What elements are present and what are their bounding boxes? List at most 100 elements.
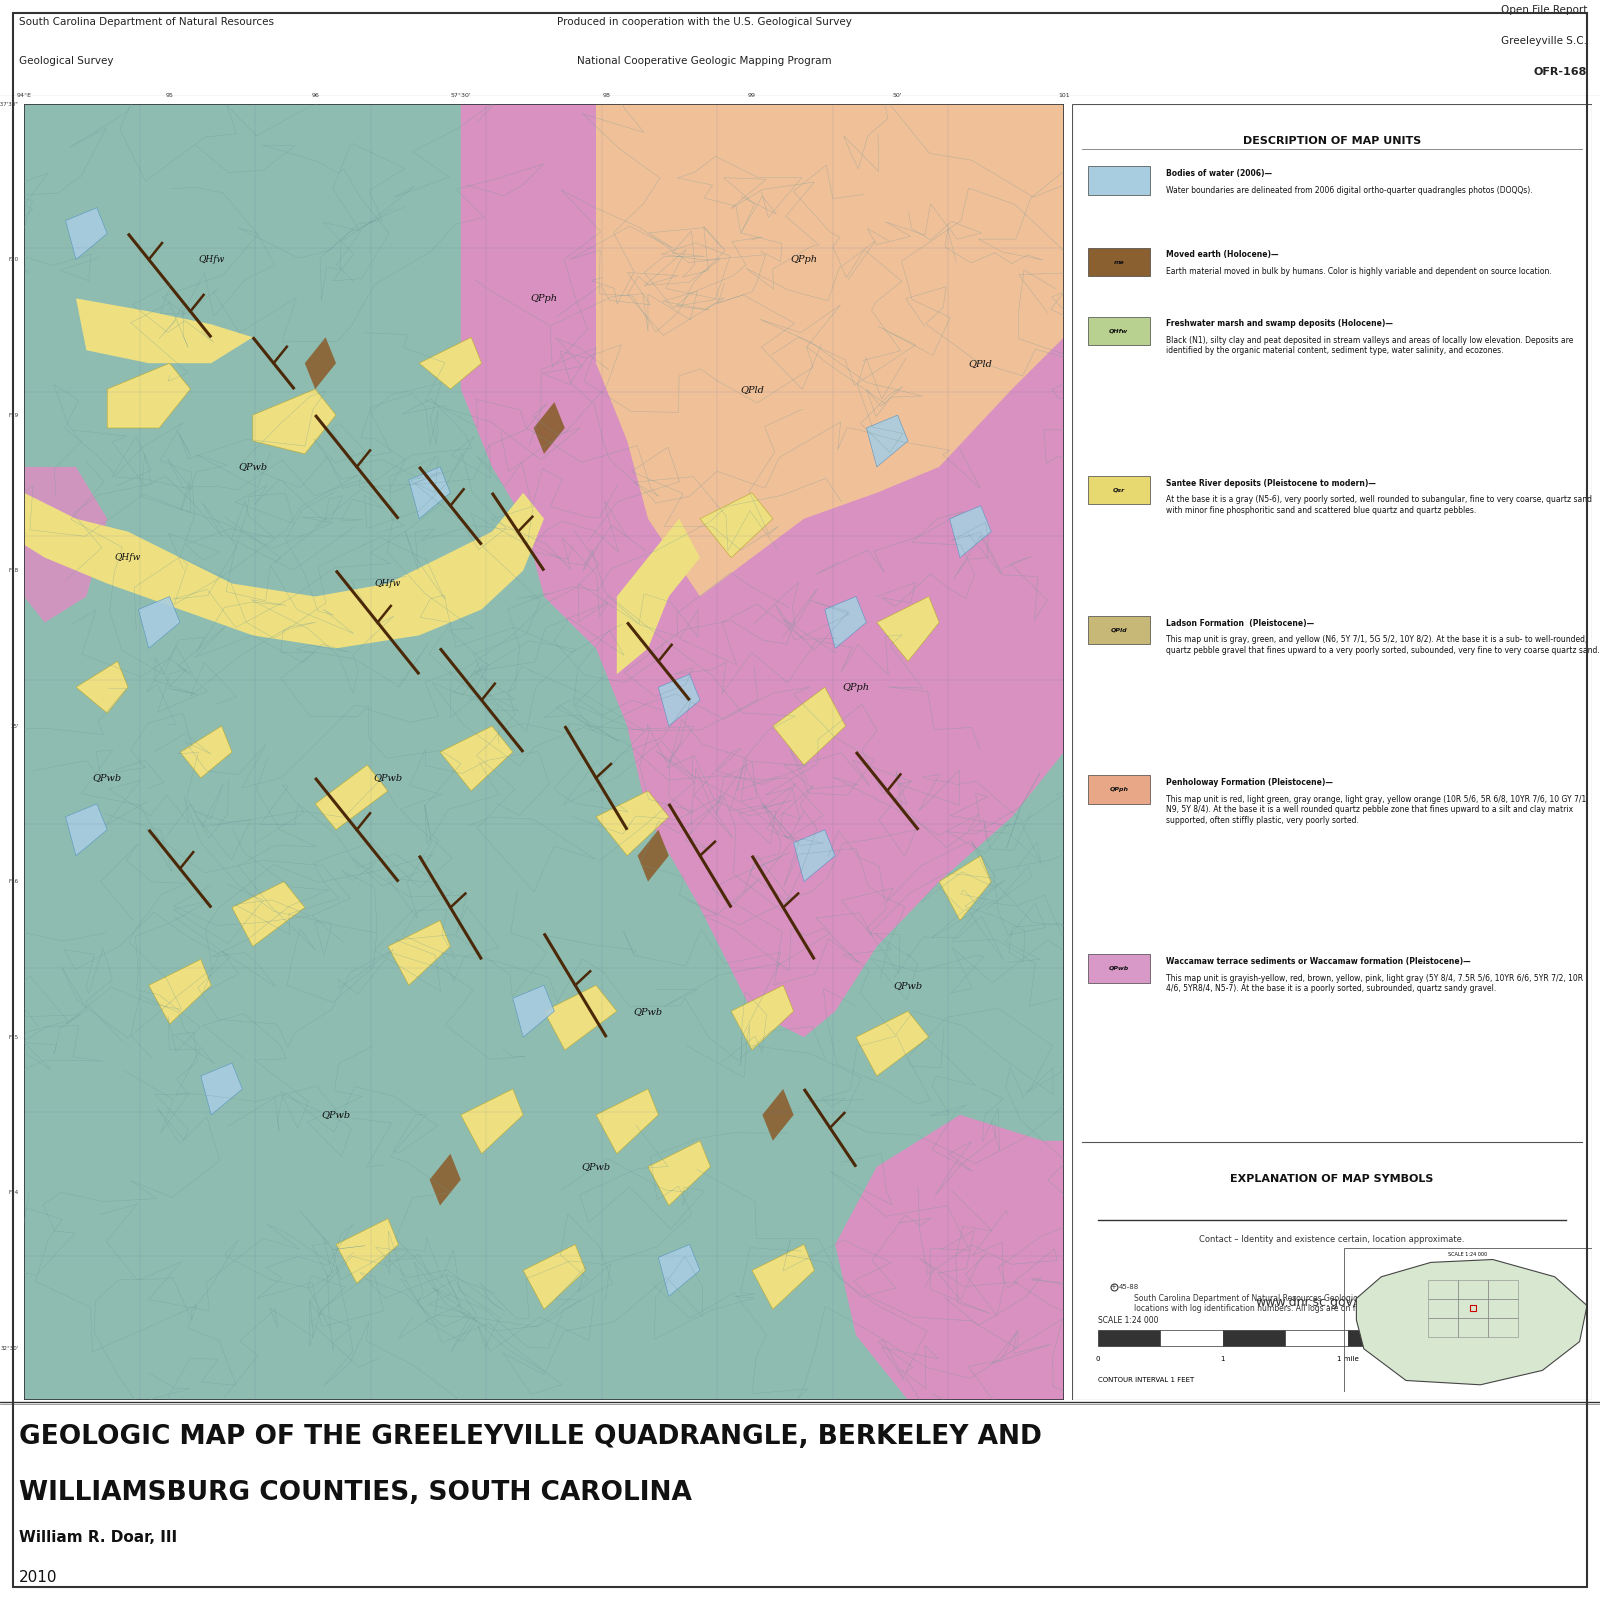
Text: QHfw: QHfw (198, 254, 224, 264)
Text: This map unit is grayish-yellow, red, brown, yellow, pink, light gray (5Y 8/4, 7: This map unit is grayish-yellow, red, br… (1165, 974, 1582, 994)
Text: www.dnr.sc.gov/geology: www.dnr.sc.gov/geology (1256, 1296, 1408, 1309)
Text: F19: F19 (8, 413, 19, 418)
Text: Contact – Identity and existence certain, location approximate.: Contact – Identity and existence certain… (1200, 1235, 1464, 1245)
Bar (1088, 248, 1150, 277)
Polygon shape (315, 765, 387, 830)
Polygon shape (616, 518, 701, 674)
Text: QPld: QPld (970, 358, 992, 368)
Polygon shape (918, 1141, 1064, 1400)
Text: QPwb: QPwb (373, 773, 403, 782)
Bar (1222, 1330, 1285, 1346)
Text: William R. Doar, III: William R. Doar, III (19, 1530, 178, 1546)
Polygon shape (950, 506, 992, 557)
Polygon shape (149, 960, 211, 1024)
Text: 32°30': 32°30' (0, 1346, 19, 1350)
Text: Black (N1), silty clay and peat deposited in stream valleys and areas of locally: Black (N1), silty clay and peat deposite… (1165, 336, 1573, 355)
Bar (1488, 1299, 1518, 1318)
Bar (1458, 1280, 1488, 1299)
Polygon shape (794, 830, 835, 882)
Polygon shape (544, 986, 616, 1050)
Polygon shape (440, 726, 512, 790)
Bar (1088, 166, 1150, 195)
Text: QPld: QPld (1110, 627, 1126, 632)
Text: EXPLANATION OF MAP SYMBOLS: EXPLANATION OF MAP SYMBOLS (1230, 1174, 1434, 1184)
Polygon shape (1357, 1259, 1587, 1384)
Bar (1160, 1330, 1222, 1346)
Polygon shape (24, 467, 107, 622)
Bar (1458, 1318, 1488, 1336)
Text: QHfw: QHfw (115, 554, 141, 562)
Text: QPwb: QPwb (93, 773, 122, 782)
Polygon shape (752, 1245, 814, 1309)
Text: QPwb: QPwb (322, 1110, 350, 1120)
Text: F20: F20 (8, 258, 19, 262)
Polygon shape (648, 1141, 710, 1206)
Text: F16: F16 (8, 878, 19, 885)
Text: Ladson Formation  (Pleistocene)—: Ladson Formation (Pleistocene)— (1165, 619, 1314, 627)
Text: Earth material moved in bulk by humans. Color is highly variable and dependent o: Earth material moved in bulk by humans. … (1165, 267, 1552, 277)
Text: QPwb: QPwb (238, 462, 267, 472)
Text: F14: F14 (8, 1190, 19, 1195)
Text: This map unit is gray, green, and yellow (N6, 5Y 7/1, 5G 5/2, 10Y 8/2). At the b: This map unit is gray, green, and yellow… (1165, 635, 1600, 654)
Polygon shape (253, 389, 336, 454)
Text: 50': 50' (893, 93, 902, 98)
Text: +: + (1110, 1285, 1117, 1290)
Polygon shape (762, 1090, 794, 1141)
Bar (1429, 1280, 1458, 1299)
Polygon shape (731, 986, 794, 1050)
Polygon shape (826, 597, 867, 648)
Text: QPwb: QPwb (634, 1006, 662, 1016)
Text: Waccamaw terrace sediments or Waccamaw formation (Pleistocene)—: Waccamaw terrace sediments or Waccamaw f… (1165, 957, 1470, 966)
Text: Penholoway Formation (Pleistocene)—: Penholoway Formation (Pleistocene)— (1165, 778, 1333, 787)
Text: 101: 101 (1058, 93, 1070, 98)
Polygon shape (139, 597, 179, 648)
Text: Qsr: Qsr (1112, 488, 1125, 493)
Text: SCALE 1:24 000: SCALE 1:24 000 (1448, 1253, 1488, 1258)
Bar (1088, 475, 1150, 504)
Polygon shape (107, 363, 190, 427)
Text: 1: 1 (1221, 1355, 1226, 1362)
Text: QPph: QPph (1109, 787, 1128, 792)
Text: F15: F15 (8, 1035, 19, 1040)
Polygon shape (595, 1090, 659, 1154)
Polygon shape (939, 856, 992, 920)
Polygon shape (523, 1245, 586, 1309)
Polygon shape (77, 661, 128, 714)
Text: 57°30': 57°30' (451, 93, 470, 98)
Text: Moved earth (Holocene)—: Moved earth (Holocene)— (1165, 251, 1278, 259)
Text: DESCRIPTION OF MAP UNITS: DESCRIPTION OF MAP UNITS (1243, 136, 1421, 147)
Text: Freshwater marsh and swamp deposits (Holocene)—: Freshwater marsh and swamp deposits (Hol… (1165, 318, 1392, 328)
Polygon shape (410, 467, 451, 518)
Text: 1 mile: 1 mile (1336, 1355, 1358, 1362)
Text: SCALE 1:24 000: SCALE 1:24 000 (1098, 1315, 1158, 1325)
Polygon shape (856, 1011, 928, 1075)
Text: Santee River deposits (Pleistocene to modern)—: Santee River deposits (Pleistocene to mo… (1165, 478, 1376, 488)
Text: 2010: 2010 (19, 1570, 58, 1586)
Polygon shape (877, 597, 939, 661)
Text: Produced in cooperation with the U.S. Geological Survey: Produced in cooperation with the U.S. Ge… (557, 18, 851, 27)
Polygon shape (232, 882, 304, 947)
Text: CONTOUR INTERVAL 1 FEET: CONTOUR INTERVAL 1 FEET (1098, 1376, 1194, 1382)
Text: Bodies of water (2006)—: Bodies of water (2006)— (1165, 168, 1272, 178)
Text: GEOLOGIC MAP OF THE GREELEYVILLE QUADRANGLE, BERKELEY AND: GEOLOGIC MAP OF THE GREELEYVILLE QUADRAN… (19, 1424, 1042, 1450)
Text: QPph: QPph (843, 683, 869, 691)
Text: 35': 35' (10, 723, 19, 728)
Polygon shape (512, 986, 554, 1037)
Text: South Carolina Department of Natural Resources: South Carolina Department of Natural Res… (19, 18, 274, 27)
Polygon shape (533, 402, 565, 454)
Text: QPld: QPld (741, 384, 763, 394)
Polygon shape (66, 208, 107, 259)
Polygon shape (461, 104, 1064, 1037)
Polygon shape (24, 493, 544, 648)
Text: F18: F18 (8, 568, 19, 573)
Text: 98: 98 (603, 93, 610, 98)
Bar (1488, 1280, 1518, 1299)
Polygon shape (179, 726, 232, 778)
Text: Geological Survey: Geological Survey (19, 56, 114, 66)
Text: QHfw: QHfw (374, 579, 402, 589)
Bar (1285, 1330, 1347, 1346)
Text: QPwb: QPwb (1109, 966, 1130, 971)
Bar (1088, 954, 1150, 982)
Text: 96: 96 (312, 93, 318, 98)
Text: Water boundaries are delineated from 2006 digital ortho-quarter quadrangles phot: Water boundaries are delineated from 200… (1165, 186, 1533, 195)
